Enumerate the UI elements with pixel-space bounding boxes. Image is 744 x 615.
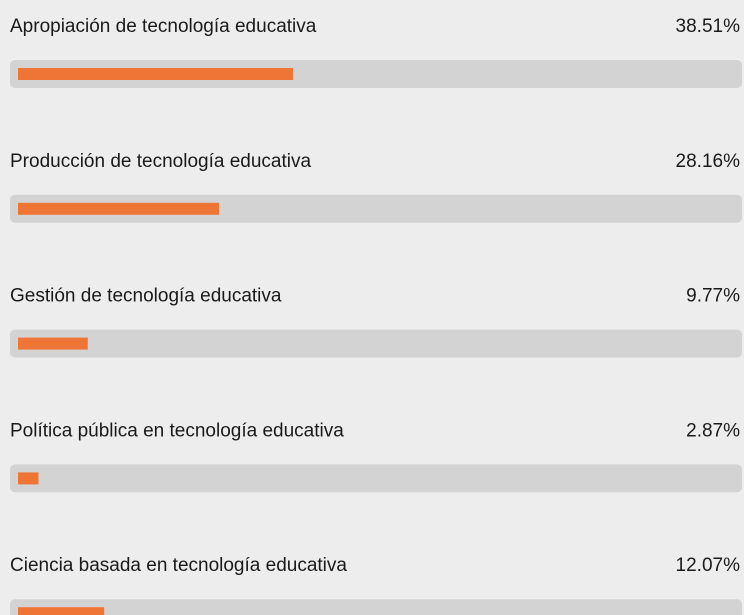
bar-track	[10, 329, 742, 358]
category-label: Política pública en tecnología educativa	[10, 420, 344, 441]
bar-track	[10, 60, 742, 88]
category-label: Gestión de tecnología educativa	[10, 286, 282, 307]
bar	[18, 607, 105, 615]
category-label: Apropiación de tecnología educativa	[10, 16, 317, 37]
value-label: 28.16%	[676, 151, 741, 172]
bar-track	[10, 194, 742, 223]
bar	[18, 68, 293, 80]
bar-track	[10, 464, 742, 493]
bar	[18, 202, 220, 215]
bar	[18, 337, 88, 350]
bar-track	[10, 599, 742, 615]
value-label: 38.51%	[676, 16, 741, 37]
category-label: Ciencia basada en tecnología educativa	[10, 555, 347, 576]
value-label: 12.07%	[676, 555, 741, 576]
value-label: 9.77%	[686, 286, 740, 307]
value-label: 2.87%	[686, 420, 740, 441]
bar	[18, 472, 39, 485]
category-label: Producción de tecnología educativa	[10, 151, 311, 172]
